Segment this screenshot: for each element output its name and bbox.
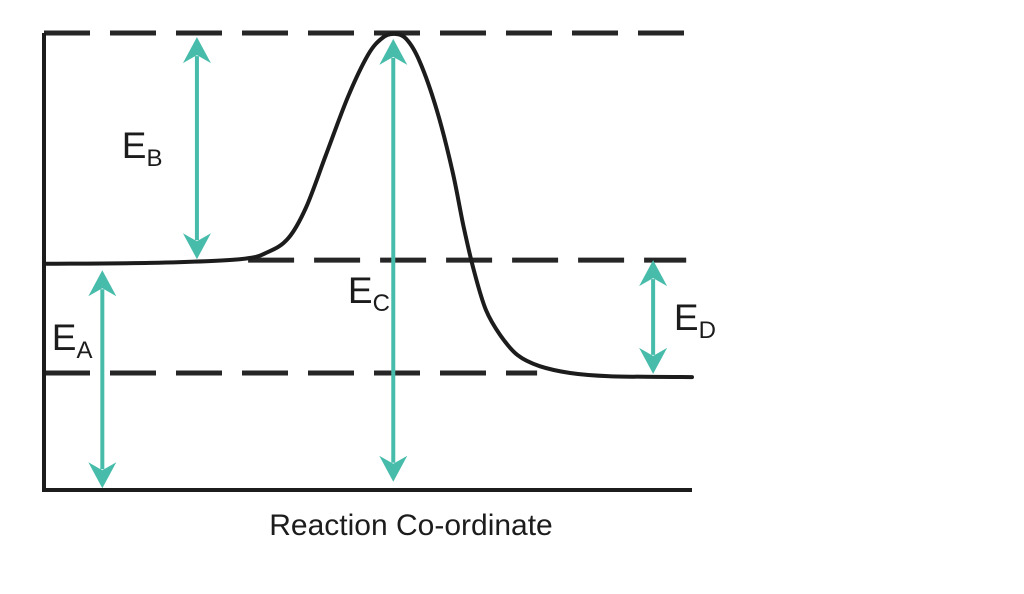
energy-label-ED: ED (674, 297, 716, 344)
energy-arrow-labels: EA EB EC ED (52, 125, 716, 364)
energy-level-guides (44, 30, 692, 376)
arrowhead-down-ED (639, 347, 668, 374)
axes (42, 33, 692, 492)
energy-arrow-EA (88, 270, 117, 489)
energy-arrows (88, 37, 668, 489)
x-axis-label: Reaction Co-ordinate (269, 509, 553, 542)
arrowhead-up-ED (639, 260, 668, 287)
energy-arrow-ED (639, 260, 668, 374)
energy-label-EB: EB (122, 125, 163, 172)
arrowhead-up-EB (182, 37, 211, 64)
energy-arrow-EC (379, 38, 408, 482)
energy-label-EC: EC (348, 270, 390, 317)
arrowhead-down-EC (379, 455, 408, 482)
energy-label-EA: EA (52, 317, 93, 364)
arrowhead-down-EB (182, 233, 211, 260)
energy-curve (42, 31, 694, 380)
arrowhead-up-EC (379, 38, 408, 65)
arrowhead-up-EA (88, 270, 117, 297)
energy-arrow-EB (182, 37, 211, 260)
arrowhead-down-EA (88, 462, 117, 489)
